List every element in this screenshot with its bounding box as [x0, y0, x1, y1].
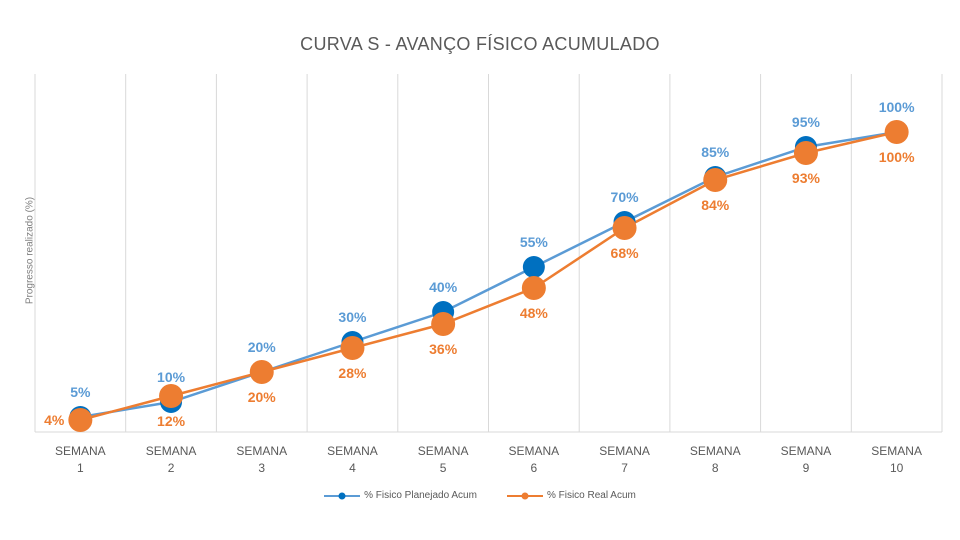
data-label-1: 84% [701, 197, 730, 213]
x-tick-label: SEMANA [418, 444, 469, 458]
x-tick-label: 6 [531, 461, 538, 475]
legend-label-planned: % Fisico Planejado Acum [364, 490, 477, 501]
data-label-0: 100% [879, 99, 915, 115]
data-label-1: 93% [792, 170, 821, 186]
x-tick-label: SEMANA [55, 444, 106, 458]
x-tick-label: SEMANA [599, 444, 650, 458]
data-point-1 [431, 312, 456, 336]
x-tick-label: SEMANA [146, 444, 197, 458]
legend: % Fisico Planejado Acum % Fisico Real Ac… [0, 490, 960, 501]
series-line-0 [80, 130, 897, 419]
data-label-1: 68% [611, 245, 640, 261]
legend-item-real[interactable]: % Fisico Real Acum [506, 490, 636, 501]
legend-swatch-real [506, 492, 543, 499]
x-tick-label: 9 [803, 461, 810, 475]
data-point-1 [68, 408, 93, 432]
legend-swatch-planned [324, 492, 361, 499]
data-label-0: 5% [70, 384, 91, 400]
x-tick-label: 2 [168, 461, 175, 475]
x-tick-label: 8 [712, 461, 719, 475]
data-label-1: 28% [338, 365, 367, 381]
x-tick-label: SEMANA [781, 444, 832, 458]
data-point-1 [521, 276, 546, 300]
x-tick-label: SEMANA [509, 444, 560, 458]
data-point-1 [703, 168, 728, 192]
x-tick-label: 7 [621, 461, 628, 475]
x-tick-label: SEMANA [236, 444, 287, 458]
x-tick-label: 5 [440, 461, 447, 475]
data-point-1 [612, 216, 637, 240]
data-label-0: 70% [611, 189, 640, 205]
series-line-1 [80, 130, 897, 422]
x-tick-label: SEMANA [871, 444, 922, 458]
data-label-1: 4% [44, 412, 65, 428]
data-point-1 [249, 360, 274, 384]
x-tick-label: SEMANA [690, 444, 741, 458]
data-label-0: 55% [520, 234, 549, 250]
data-point-1 [159, 384, 184, 408]
data-label-1: 100% [879, 149, 915, 165]
data-label-1: 48% [520, 305, 549, 321]
data-label-0: 85% [701, 144, 730, 160]
data-point-1 [340, 336, 365, 360]
data-label-0: 40% [429, 279, 458, 295]
x-tick-label: 3 [258, 461, 265, 475]
data-point-0 [522, 256, 545, 278]
x-tick-label: 4 [349, 461, 356, 475]
x-tick-label: 1 [77, 461, 84, 475]
legend-label-real: % Fisico Real Acum [546, 490, 636, 501]
data-label-0: 95% [792, 114, 821, 130]
chart-title: CURVA S - AVANÇO FÍSICO ACUMULADO [300, 34, 660, 54]
data-point-1 [793, 141, 818, 165]
data-label-0: 20% [248, 339, 277, 355]
data-point-1 [884, 120, 909, 144]
data-label-1: 12% [157, 413, 186, 429]
data-label-0: 30% [338, 309, 367, 325]
x-tick-label: 10 [890, 461, 904, 475]
data-label-1: 20% [248, 389, 277, 405]
data-label-1: 36% [429, 341, 458, 357]
x-tick-label: SEMANA [327, 444, 378, 458]
data-label-0: 10% [157, 369, 186, 385]
legend-item-planned[interactable]: % Fisico Planejado Acum [324, 490, 477, 501]
